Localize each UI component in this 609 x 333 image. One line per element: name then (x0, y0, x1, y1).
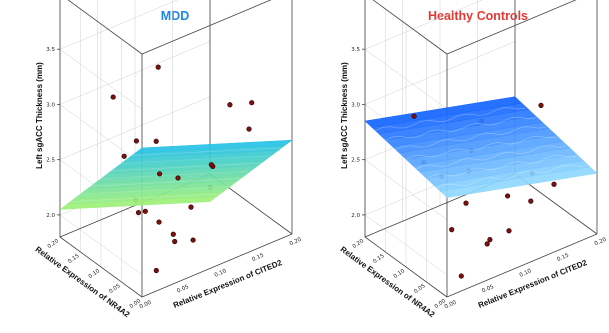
data-point (528, 198, 534, 204)
panel-title: MDD (161, 9, 189, 23)
data-point (153, 138, 159, 144)
data-point (506, 228, 512, 234)
axis-box-edge (446, 233, 598, 298)
surface-contour (70, 193, 221, 202)
data-point (463, 200, 469, 206)
axis-box-edge (446, 0, 577, 55)
data-point (538, 102, 544, 108)
z-tick-label: 3.0 (46, 102, 55, 108)
y-tick-label: 0.05 (108, 283, 122, 295)
surface-contour (131, 147, 282, 156)
surface-contour (100, 170, 252, 179)
data-point (458, 273, 464, 279)
surface-contour (385, 116, 536, 141)
y-tick-label: 0.20 (47, 238, 61, 250)
data-point (246, 126, 252, 132)
data-point (175, 175, 181, 181)
surface-contour (395, 126, 546, 150)
z-tick-label: 2.0 (46, 213, 55, 219)
data-point (249, 100, 255, 106)
axis-box-edge (364, 236, 448, 298)
data-point (505, 193, 511, 199)
z-axis-title: Left sgACC Thickness (mm) (340, 62, 349, 169)
axis-box-edge (372, 0, 448, 55)
z-tick-label: 3.0 (351, 102, 360, 108)
z-tick-label: 3.5 (351, 47, 360, 53)
surface-contour (436, 164, 587, 189)
z-axis-title: Left sgACC Thickness (mm) (35, 62, 44, 169)
surface-contour (416, 145, 567, 170)
x-tick-label: 0.00 (139, 300, 153, 311)
surface-patch (364, 96, 523, 128)
data-point (208, 162, 214, 168)
data-point (155, 64, 161, 70)
surface-patch (59, 196, 218, 210)
panel-title: Healthy Controls (428, 9, 528, 23)
data-point (156, 219, 162, 225)
data-point (121, 153, 127, 159)
surface-contour (426, 155, 577, 179)
y-axis-title: Relative Expression of NR4A2 (339, 245, 437, 320)
z-tick-label: 2.0 (351, 213, 360, 219)
data-point (157, 171, 163, 177)
data-point (411, 113, 417, 119)
data-point (170, 231, 176, 237)
x-tick-label: 0.15 (251, 252, 265, 263)
surface-contour (111, 162, 262, 172)
data-point (153, 267, 159, 274)
axis-box-edge (141, 233, 293, 298)
surface-contour (90, 178, 241, 187)
data-point (188, 204, 194, 210)
surface-contour (80, 185, 231, 195)
z-tick-label: 3.5 (46, 47, 55, 53)
y-tick-label: 0.15 (372, 253, 386, 265)
z-tick-label: 2.5 (351, 158, 360, 164)
surface-contour (405, 136, 557, 160)
x-tick-label: 0.20 (289, 237, 303, 248)
data-point (484, 241, 490, 247)
y-tick-label: 0.05 (413, 283, 427, 295)
data-point (133, 138, 139, 144)
x-tick-label: 0.05 (481, 284, 495, 295)
x-axis-title: Relative Expression of CITED2 (172, 258, 284, 310)
data-point (110, 94, 116, 100)
z-tick-label: 2.5 (46, 158, 55, 164)
x-tick-label: 0.20 (594, 237, 608, 248)
data-point (142, 208, 148, 214)
data-point (551, 181, 557, 187)
data-point (190, 237, 196, 243)
data-point (227, 102, 233, 108)
y-tick-label: 0.20 (352, 238, 366, 250)
x-axis-title: Relative Expression of CITED2 (477, 258, 589, 310)
surface-contour (121, 155, 272, 164)
x-tick-label: 0.10 (519, 268, 533, 279)
axis-box-edge (67, 0, 143, 55)
surface-contour (375, 107, 526, 131)
data-point (135, 209, 142, 216)
y-axis-title: Relative Expression of NR4A2 (34, 245, 132, 320)
x-tick-label: 0.10 (214, 268, 228, 279)
axis-box-edge (141, 0, 272, 55)
x-tick-label: 0.15 (556, 252, 570, 263)
data-point (449, 227, 455, 233)
y-tick-label: 0.10 (88, 268, 102, 280)
x-tick-label: 0.00 (444, 300, 458, 311)
axis-box-edge (59, 236, 143, 298)
x-tick-label: 0.05 (176, 284, 190, 295)
y-tick-label: 0.15 (67, 253, 81, 265)
data-point (172, 238, 178, 245)
data-point (487, 237, 493, 243)
y-tick-label: 0.10 (393, 268, 407, 280)
